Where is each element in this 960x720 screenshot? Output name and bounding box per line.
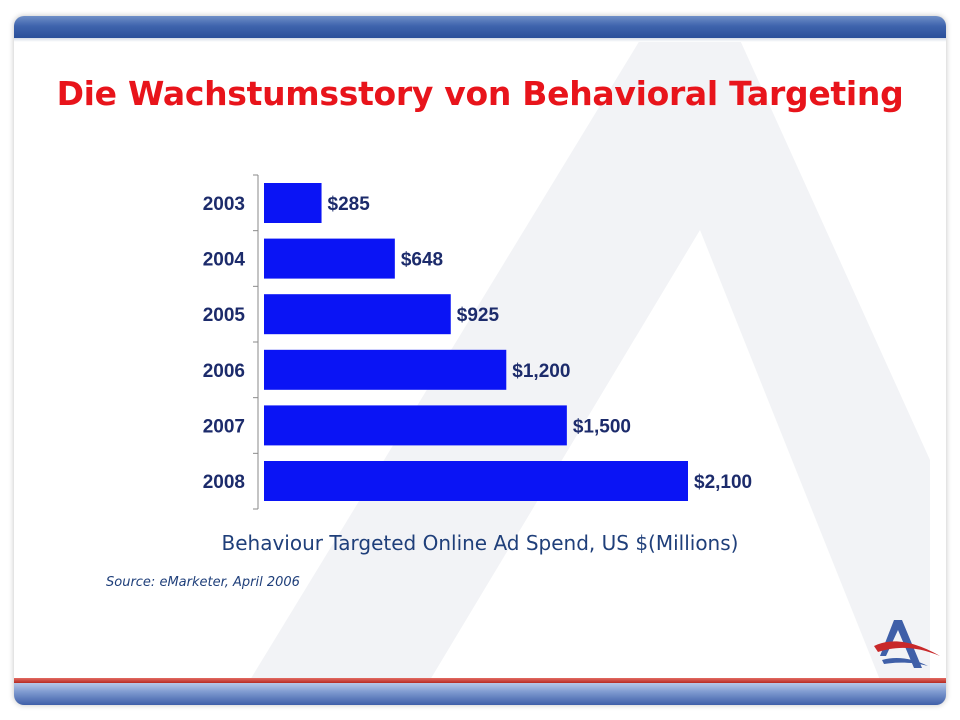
category-label-2004: 2004	[203, 250, 246, 271]
data-label-2004: $648	[401, 250, 443, 271]
chart-caption: Behaviour Targeted Online Ad Spend, US $…	[221, 531, 739, 555]
bar-2005	[264, 294, 451, 335]
source-note: Source: eMarketer, April 2006	[106, 575, 300, 590]
header-band	[14, 16, 946, 38]
category-label-2005: 2005	[203, 305, 246, 326]
bar-2007	[264, 405, 567, 446]
data-label-2003: $285	[328, 194, 371, 215]
footer-red-stripe	[14, 678, 946, 683]
bar-2003	[264, 183, 322, 223]
header-band-shadow	[14, 38, 946, 42]
category-label-2003: 2003	[203, 194, 245, 215]
chart-bars	[264, 183, 688, 501]
data-label-2008: $2,100	[694, 472, 752, 493]
page-title: Die Wachstumsstory von Behavioral Target…	[56, 74, 904, 113]
data-label-2007: $1,500	[573, 416, 631, 437]
bar-2006	[264, 349, 507, 390]
bar-2008	[264, 461, 688, 501]
chart-axis	[253, 174, 259, 510]
category-label-2007: 2007	[203, 416, 245, 437]
category-label-2006: 2006	[203, 361, 245, 382]
bar-2004	[264, 238, 395, 279]
chart-labels: 2003 $285 2004 $648 2005 $925 2006 $1,200 2007 $1…	[203, 194, 752, 493]
company-logo-icon	[874, 620, 940, 668]
data-label-2006: $1,200	[512, 361, 570, 382]
category-label-2008: 2008	[203, 472, 245, 493]
data-label-2005: $925	[457, 305, 500, 326]
footer-band	[14, 683, 946, 705]
